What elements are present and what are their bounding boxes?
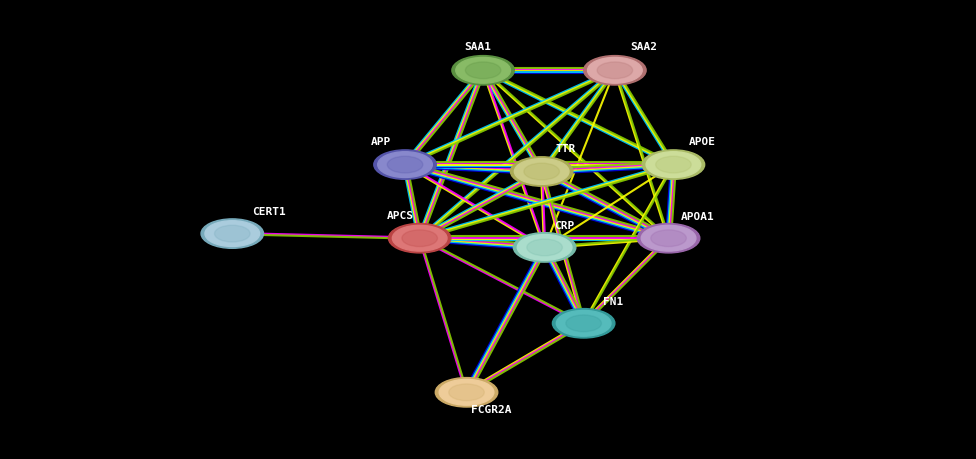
Circle shape (449, 384, 484, 401)
Circle shape (556, 311, 611, 336)
Circle shape (456, 58, 510, 84)
Circle shape (651, 230, 686, 247)
Text: FN1: FN1 (603, 296, 623, 306)
Circle shape (527, 240, 562, 256)
Circle shape (452, 56, 514, 86)
Text: FCGR2A: FCGR2A (470, 404, 511, 414)
Circle shape (435, 378, 498, 407)
Circle shape (378, 152, 432, 178)
Text: SAA1: SAA1 (465, 42, 492, 52)
Circle shape (552, 309, 615, 338)
Circle shape (514, 159, 569, 185)
Circle shape (584, 56, 646, 86)
Circle shape (642, 151, 705, 180)
Circle shape (513, 233, 576, 263)
Circle shape (597, 63, 632, 79)
Circle shape (466, 63, 501, 79)
Circle shape (402, 230, 437, 247)
Text: APOE: APOE (689, 137, 716, 147)
Circle shape (388, 224, 451, 253)
Circle shape (588, 58, 642, 84)
Circle shape (387, 157, 423, 174)
Text: TTR: TTR (556, 144, 576, 154)
Circle shape (524, 164, 559, 180)
Text: CERT1: CERT1 (253, 207, 286, 217)
Text: SAA2: SAA2 (630, 42, 658, 52)
Circle shape (205, 221, 260, 247)
Circle shape (215, 226, 250, 242)
Circle shape (566, 315, 601, 332)
Circle shape (201, 219, 264, 249)
Text: APOA1: APOA1 (681, 211, 714, 221)
Circle shape (510, 157, 573, 187)
Circle shape (641, 226, 696, 252)
Text: APCS: APCS (386, 210, 414, 220)
Circle shape (517, 235, 572, 261)
Circle shape (646, 152, 701, 178)
Text: APP: APP (371, 137, 390, 147)
Circle shape (392, 226, 447, 252)
Circle shape (637, 224, 700, 253)
Circle shape (374, 151, 436, 180)
Circle shape (656, 157, 691, 174)
Text: CRP: CRP (554, 220, 574, 230)
Circle shape (439, 380, 494, 405)
